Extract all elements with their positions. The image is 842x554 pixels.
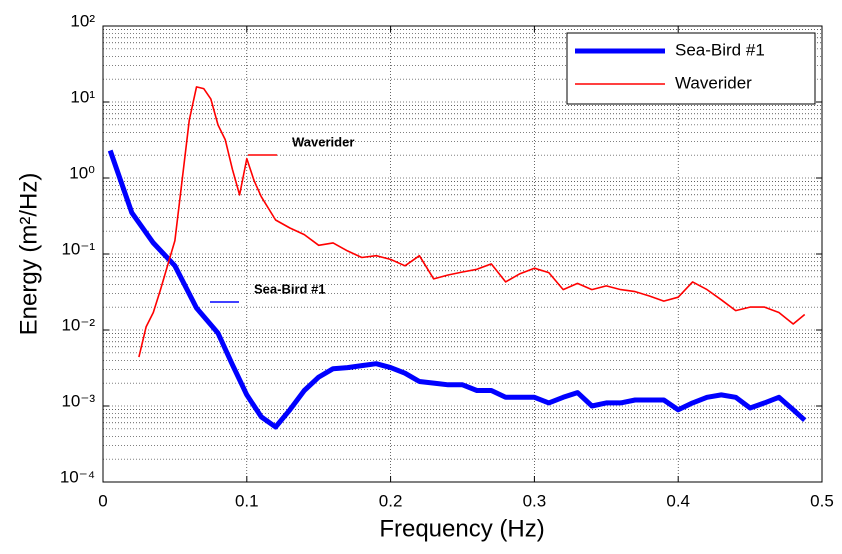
y-tick-label: 10²: [70, 11, 95, 30]
legend-box: [566, 32, 816, 105]
legend-label: Waverider: [675, 73, 752, 92]
annotation: Sea-Bird #1: [254, 281, 326, 296]
y-tick-label: 10⁻³: [61, 391, 95, 410]
annotation: Waverider: [292, 134, 354, 149]
x-tick-label: 0.5: [810, 491, 834, 510]
x-tick-label: 0.2: [379, 491, 403, 510]
x-tick-label: 0: [98, 491, 107, 510]
x-tick-label: 0.1: [235, 491, 259, 510]
legend-label: Sea-Bird #1: [675, 40, 765, 59]
data-line: [138, 86, 806, 358]
x-axis-label: Frequency (Hz): [379, 515, 544, 542]
plot-frame: [102, 25, 823, 483]
y-tick-label: 10¹: [70, 87, 95, 106]
y-tick-label: 10⁻¹: [61, 239, 95, 258]
x-tick-label: 0.3: [523, 491, 547, 510]
data-line: [107, 149, 807, 430]
y-axis-label: Energy (m²/Hz): [15, 173, 42, 336]
y-tick-label: 10⁻²: [61, 315, 95, 334]
y-tick-label: 10⁰: [69, 163, 95, 182]
y-tick-label: 10⁻⁴: [60, 467, 95, 486]
x-tick-label: 0.4: [666, 491, 690, 510]
